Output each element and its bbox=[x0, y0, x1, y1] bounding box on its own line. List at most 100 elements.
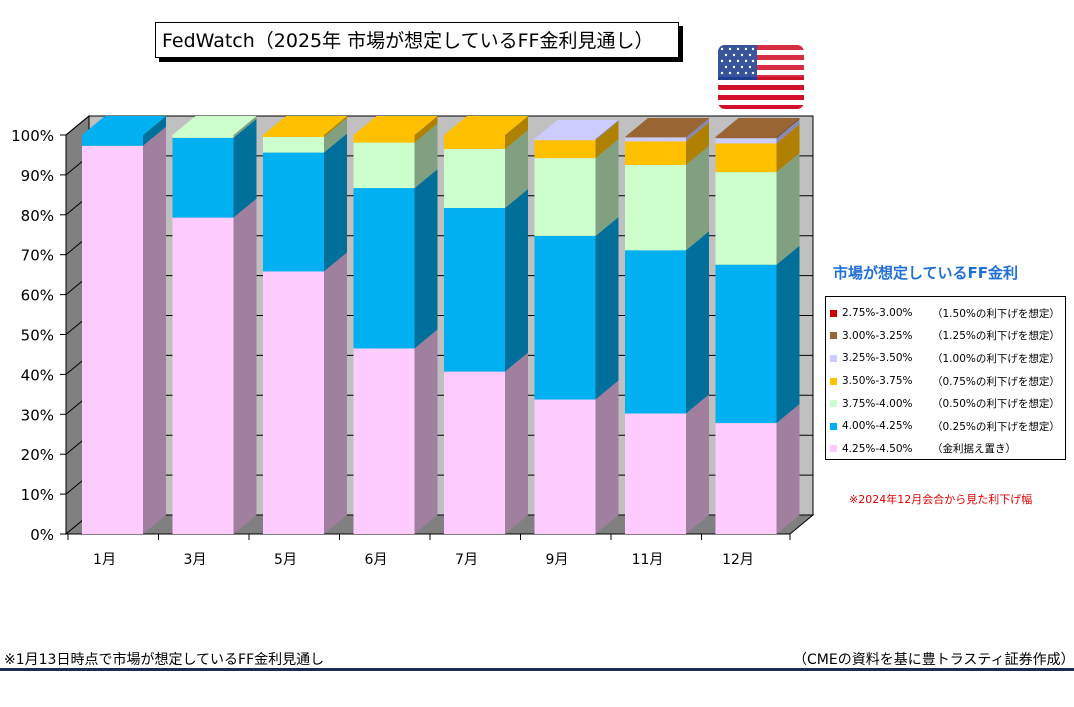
y-tick-label: 20% bbox=[21, 446, 54, 464]
bar-segment-side bbox=[414, 123, 438, 189]
bar-segment bbox=[353, 188, 415, 349]
bar-segment bbox=[534, 399, 596, 534]
bar-segment bbox=[534, 138, 596, 141]
bar-segment-side bbox=[143, 116, 166, 146]
bar-segment bbox=[82, 135, 143, 146]
bar-segment bbox=[353, 348, 415, 534]
chart-title: FedWatch（2025年 市場が想定しているFF金利見通し） bbox=[155, 22, 679, 58]
bar-segment-top bbox=[263, 116, 347, 135]
x-tick-label: 1月 bbox=[93, 552, 116, 568]
bar-segment-side bbox=[143, 126, 166, 534]
bar-segment-side bbox=[595, 121, 619, 159]
bar-segment-side bbox=[595, 216, 619, 400]
legend-item: 4.00%-4.25% （0.25%の利下げを想定） bbox=[830, 415, 1065, 438]
y-tick-label: 80% bbox=[21, 207, 54, 225]
y-tick-label: 90% bbox=[21, 167, 54, 185]
bar-segment bbox=[444, 371, 505, 534]
legend-item: 3.50%-3.75% （0.75%の利下げを想定） bbox=[830, 370, 1065, 393]
bar-segment bbox=[263, 136, 324, 153]
bar-segment-side bbox=[324, 252, 347, 534]
legend-range: 3.00%-3.25% bbox=[842, 329, 913, 342]
bar-segment-side bbox=[505, 352, 528, 534]
bar-segment bbox=[444, 135, 505, 149]
bar-segment bbox=[172, 135, 234, 138]
bar-segment bbox=[444, 148, 505, 209]
x-tick-label: 7月 bbox=[455, 552, 478, 568]
y-tick-label: 50% bbox=[21, 327, 54, 345]
bar-segment-side bbox=[324, 116, 347, 137]
legend-range: 2.75%-3.00% bbox=[842, 307, 913, 320]
bar-segment-side bbox=[233, 198, 257, 534]
bar-segment-side bbox=[414, 116, 438, 143]
legend-swatch bbox=[830, 377, 837, 385]
bar-segment-side bbox=[776, 404, 800, 534]
bar-segment bbox=[263, 152, 324, 272]
bar-segment bbox=[353, 142, 415, 189]
bar-segment bbox=[625, 137, 686, 142]
bar-segment-side bbox=[595, 119, 619, 141]
bar-segment bbox=[625, 250, 686, 414]
stacked-bar-chart: 0% 10% 20% 30% 40% 50% 60% 70% 80% 90% 100% 1月 3月 5月 6… bbox=[11, 114, 815, 568]
bar-segment-side bbox=[324, 117, 347, 153]
x-tick-label: 3月 bbox=[184, 552, 207, 568]
legend-note: （0.50%の利下げを想定） bbox=[932, 398, 1060, 411]
legend-swatch bbox=[830, 354, 837, 362]
legend-note: （1.00%の利下げを想定） bbox=[932, 352, 1060, 365]
bar-segment bbox=[444, 208, 505, 372]
bar-segment bbox=[715, 423, 777, 534]
bar-segment bbox=[82, 145, 143, 534]
bar-segment-side bbox=[686, 118, 709, 142]
legend-item: 4.25%-4.50% （金利据え置き） bbox=[830, 438, 1065, 461]
bar-segment bbox=[263, 271, 324, 534]
legend-range: 3.75%-4.00% bbox=[842, 397, 913, 410]
legend-note: （0.25%の利下げを想定） bbox=[932, 420, 1060, 433]
bar-segment-top bbox=[715, 117, 800, 137]
cut-note: ※2024年12月会合から見た利下げ幅 bbox=[849, 493, 1033, 506]
bar-segment-side bbox=[233, 118, 257, 218]
bar-segment-side bbox=[233, 116, 257, 138]
bar-segment bbox=[534, 140, 596, 159]
us-flag-icon bbox=[718, 45, 804, 109]
bar-segment-side bbox=[414, 329, 438, 534]
bar-segment bbox=[172, 217, 234, 534]
source-note: （CMEの資料を基に豊トラスティ証券作成） bbox=[793, 652, 1074, 668]
bar-segment bbox=[715, 138, 777, 144]
y-tick-label: 30% bbox=[21, 406, 54, 424]
bar-segment-top bbox=[172, 116, 257, 135]
y-tick-label: 60% bbox=[21, 287, 54, 305]
legend-range: 4.00%-4.25% bbox=[842, 420, 913, 433]
bar-segment-side bbox=[776, 245, 800, 424]
bar-segment-top bbox=[82, 116, 166, 135]
legend-range: 3.25%-3.50% bbox=[842, 352, 913, 365]
bar-segment-side bbox=[686, 394, 709, 534]
bar-segment-side bbox=[595, 139, 619, 236]
legend-swatch bbox=[830, 445, 837, 453]
bar-segment-side bbox=[686, 145, 709, 251]
bar-segment-top bbox=[625, 117, 709, 137]
bar-segment-side bbox=[505, 116, 528, 149]
legend-swatch bbox=[830, 332, 837, 340]
legend-swatch bbox=[830, 309, 837, 317]
bar-segment-side bbox=[505, 189, 528, 372]
y-tick-label: 40% bbox=[21, 366, 54, 384]
y-tick-label: 10% bbox=[21, 486, 54, 504]
bar-segment bbox=[715, 143, 777, 173]
legend-note: （金利据え置き） bbox=[932, 443, 1016, 456]
legend-range: 3.50%-3.75% bbox=[842, 375, 913, 388]
bar-segment-top bbox=[534, 119, 619, 139]
legend-item: 3.00%-3.25% （1.25%の利下げを想定） bbox=[830, 325, 1065, 348]
bar-segment bbox=[534, 235, 596, 400]
legend-item: 3.75%-4.00% （0.50%の利下げを想定） bbox=[830, 392, 1065, 415]
bar-segment bbox=[353, 135, 415, 143]
bar-segment-side bbox=[686, 117, 709, 138]
bar-segment bbox=[715, 172, 777, 265]
footer-divider bbox=[0, 668, 1074, 671]
y-tick-label: 100% bbox=[11, 127, 54, 145]
legend-title: 市場が想定しているFF金利 bbox=[833, 264, 1019, 282]
bar-segment-side bbox=[324, 133, 347, 272]
bar-segment-side bbox=[776, 117, 800, 139]
bar-segment bbox=[534, 158, 596, 236]
bar-segment bbox=[625, 141, 686, 165]
bar-segment bbox=[263, 135, 324, 137]
bar-segment-side bbox=[776, 119, 800, 144]
